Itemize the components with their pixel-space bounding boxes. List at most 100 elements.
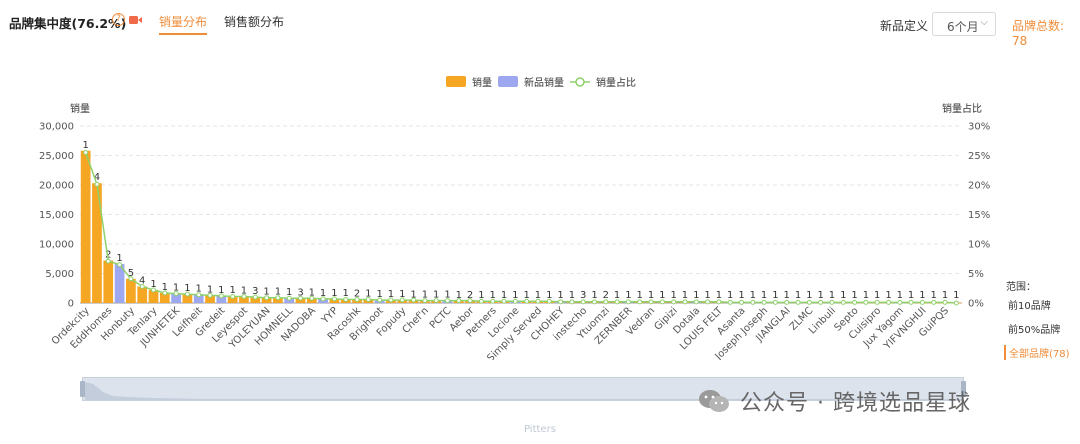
range-option-top10[interactable]: 前10品牌 bbox=[1008, 301, 1051, 312]
bar-label: 4 bbox=[139, 275, 145, 286]
share-point bbox=[343, 296, 349, 302]
y2-tick-label: 15% bbox=[968, 210, 990, 221]
share-point bbox=[886, 299, 891, 305]
share-point bbox=[173, 291, 179, 297]
legend-label-share: 销量占比 bbox=[596, 76, 636, 89]
chart-header: 品牌集中度(76.2%) ? 销量分布 销售额分布 新品定义 6个月 ⌵ 品牌总… bbox=[0, 0, 1080, 48]
bar-label: 1 bbox=[331, 288, 337, 299]
bar-label: 1 bbox=[840, 290, 846, 301]
bar-label: 1 bbox=[422, 289, 428, 300]
bar-label: 1 bbox=[410, 289, 416, 300]
share-point bbox=[931, 299, 937, 305]
bar-label: 1 bbox=[817, 290, 823, 301]
bar-sales bbox=[80, 150, 91, 303]
tab-revenue-distribution[interactable]: 销售额分布 bbox=[224, 15, 285, 29]
bar-label: 1 bbox=[874, 290, 880, 301]
y2-tick-label: 30% bbox=[968, 122, 990, 133]
bar-label: 1 bbox=[750, 290, 756, 301]
share-point bbox=[388, 297, 394, 303]
share-line bbox=[84, 152, 957, 304]
legend-swatch-sales bbox=[446, 76, 466, 87]
share-point bbox=[207, 292, 213, 298]
bar-label: 5 bbox=[128, 268, 134, 279]
share-point bbox=[433, 298, 439, 304]
share-point bbox=[445, 298, 450, 304]
bar-label: 1 bbox=[229, 285, 235, 296]
bar-label: 1 bbox=[806, 290, 812, 301]
share-point bbox=[784, 299, 790, 305]
bar-label: 1 bbox=[184, 283, 190, 294]
share-point bbox=[761, 299, 767, 305]
bar-label: 1 bbox=[908, 290, 914, 301]
bar-label: 1 bbox=[399, 289, 405, 300]
bar-label: 1 bbox=[388, 289, 394, 300]
bar-label: 1 bbox=[535, 290, 541, 301]
bar-label: 2 bbox=[603, 290, 609, 301]
bar-label: 1 bbox=[557, 290, 563, 301]
y-tick-label: 20,000 bbox=[39, 181, 74, 192]
bar-label: 1 bbox=[546, 290, 552, 301]
slider-right-handle[interactable] bbox=[961, 381, 966, 397]
bar-label: 1 bbox=[931, 290, 937, 301]
share-point bbox=[693, 299, 699, 305]
share-point bbox=[422, 298, 428, 304]
bar-label: 1 bbox=[365, 289, 371, 300]
share-point bbox=[772, 299, 778, 305]
bar-label: 3 bbox=[580, 290, 586, 301]
legend-swatch-new-sales bbox=[498, 76, 518, 87]
bar-label: 1 bbox=[501, 290, 507, 301]
bar-label: 1 bbox=[919, 290, 925, 301]
bar-label: 3 bbox=[252, 286, 258, 297]
y-tick-label: 10,000 bbox=[39, 240, 74, 251]
share-point bbox=[230, 294, 236, 300]
share-point bbox=[456, 298, 462, 304]
share-point bbox=[682, 299, 688, 305]
bar-label: 1 bbox=[116, 253, 122, 264]
share-point bbox=[196, 292, 202, 298]
share-point bbox=[546, 298, 552, 304]
y-axis-title: 销量 bbox=[70, 102, 90, 115]
bar-label: 1 bbox=[173, 283, 179, 294]
bar-label: 1 bbox=[953, 290, 959, 301]
y2-tick-label: 25% bbox=[968, 151, 990, 162]
share-point bbox=[298, 295, 303, 301]
bar-label: 1 bbox=[648, 290, 654, 301]
bar-label: 2 bbox=[105, 250, 111, 261]
share-point bbox=[840, 299, 846, 305]
bar-label: 1 bbox=[286, 287, 292, 298]
range-option-all[interactable]: 全部品牌(78) bbox=[1004, 345, 1070, 360]
bar-label: 1 bbox=[275, 287, 281, 298]
y-tick-label: 0 bbox=[68, 299, 74, 310]
slider-left-handle[interactable] bbox=[80, 381, 85, 397]
data-zoom-slider[interactable] bbox=[80, 377, 966, 401]
share-point bbox=[716, 299, 722, 305]
bar-sales bbox=[126, 278, 136, 303]
share-point bbox=[241, 294, 247, 300]
share-point bbox=[795, 299, 801, 305]
tab-sales-distribution[interactable]: 销量分布 bbox=[159, 15, 208, 35]
video-icon[interactable] bbox=[129, 15, 142, 25]
bar-label: 1 bbox=[885, 290, 891, 301]
y2-tick-label: 10% bbox=[968, 240, 990, 251]
bar-label: 1 bbox=[569, 290, 575, 301]
y-tick-label: 5,000 bbox=[45, 269, 74, 280]
share-point bbox=[637, 299, 643, 305]
help-icon[interactable]: ? bbox=[112, 13, 125, 26]
period-select[interactable]: 6个月 ⌵ bbox=[932, 12, 996, 36]
bar-label: 3 bbox=[297, 287, 303, 298]
share-point bbox=[727, 299, 733, 305]
y-tick-label: 15,000 bbox=[39, 210, 74, 221]
share-point bbox=[151, 287, 156, 293]
range-option-top50pct[interactable]: 前50%品牌 bbox=[1008, 325, 1061, 336]
share-point bbox=[750, 299, 756, 305]
bar-label: 1 bbox=[897, 290, 903, 301]
bar-label: 1 bbox=[784, 290, 790, 301]
period-select-value: 6个月 bbox=[947, 20, 979, 34]
bar-label: 1 bbox=[490, 290, 496, 301]
bar-label: 1 bbox=[343, 288, 349, 299]
share-point bbox=[580, 299, 586, 305]
share-point bbox=[365, 296, 371, 302]
share-point bbox=[806, 299, 812, 305]
bar-label: 1 bbox=[376, 289, 382, 300]
share-point bbox=[94, 181, 100, 187]
